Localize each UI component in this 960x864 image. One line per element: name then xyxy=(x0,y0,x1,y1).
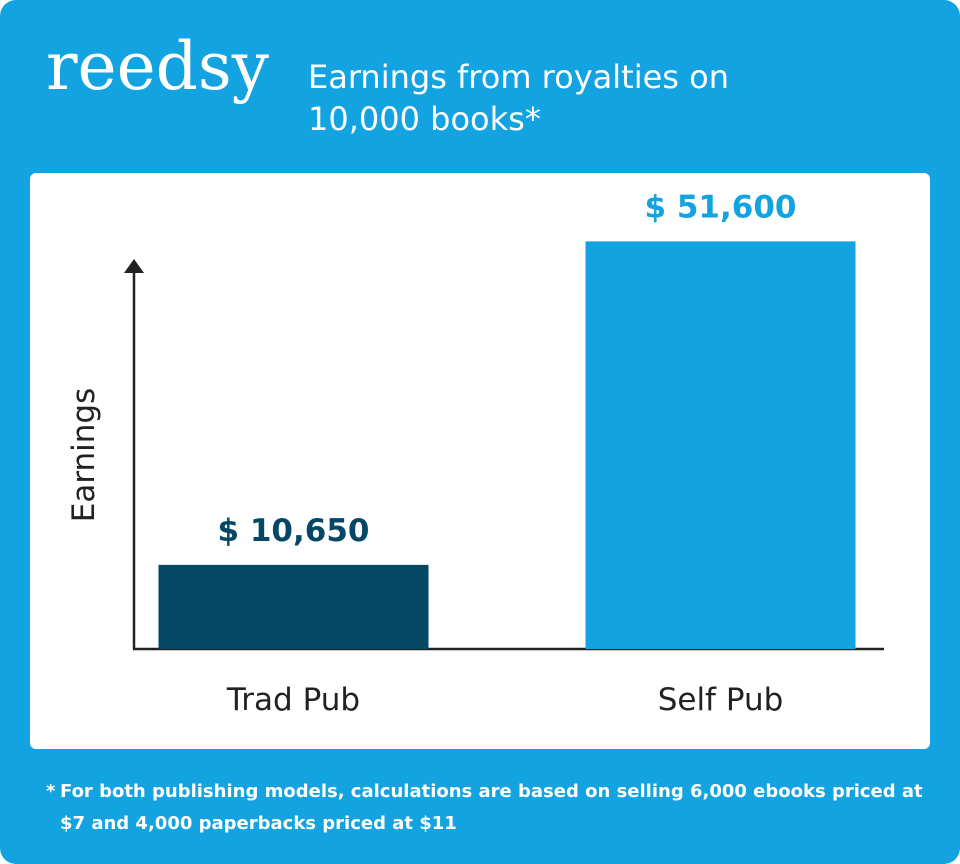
bar-trad-pub xyxy=(158,564,429,649)
reedsy-logo: reedsy xyxy=(46,28,270,105)
data-label-trad-pub: $ 10,650 xyxy=(218,513,370,549)
data-label-self-pub: $ 51,600 xyxy=(645,189,797,225)
footnote-text: For both publishing models, calculations… xyxy=(60,781,923,834)
bar-chart: Earnings $ 10,650 Trad Pub $ 51,600 Self Pu… xyxy=(66,189,884,718)
chart-title: Earnings from royalties on 10,000 books* xyxy=(308,56,828,140)
chart-card: Earnings $ 10,650 Trad Pub $ 51,600 Self Pu… xyxy=(30,173,930,749)
y-axis-arrow-icon xyxy=(124,259,144,273)
chart-title-line-1: Earnings from royalties on xyxy=(308,58,729,96)
bar-series: $ 10,650 Trad Pub $ 51,600 Self Pub xyxy=(158,189,856,718)
bar-self-pub xyxy=(585,241,856,650)
footnote: * For both publishing models, calculatio… xyxy=(46,776,926,840)
x-tick-label-trad-pub: Trad Pub xyxy=(226,682,360,718)
y-axis-label: Earnings xyxy=(66,388,102,523)
chart-title-line-2: 10,000 books* xyxy=(308,100,541,138)
x-tick-label-self-pub: Self Pub xyxy=(658,682,784,718)
footnote-marker: * xyxy=(46,781,56,802)
